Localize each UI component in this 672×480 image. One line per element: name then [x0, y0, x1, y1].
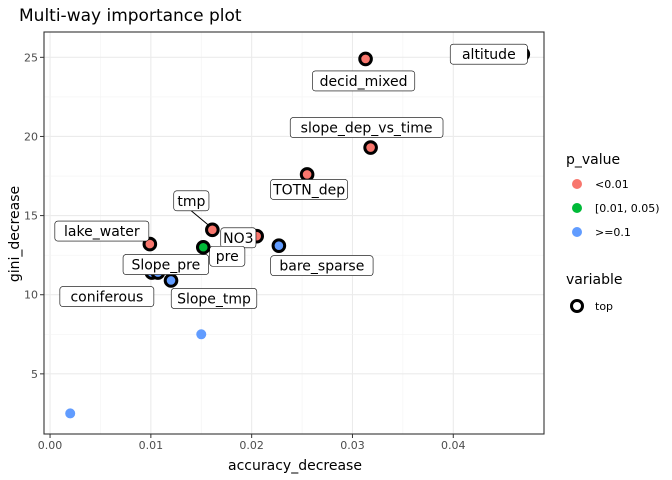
label-box	[270, 179, 349, 200]
label-text: slope_dep_vs_time	[301, 121, 433, 137]
point-label: slope_dep_vs_time	[289, 117, 444, 138]
label-box	[449, 43, 528, 65]
x-tick-label: 0.01	[139, 439, 164, 452]
label-box	[289, 117, 444, 138]
label-text: lake_water	[64, 224, 140, 240]
legend-label: [0.01, 0.05)	[595, 202, 660, 215]
grid-lines	[44, 32, 544, 434]
y-tick-label: 15	[24, 210, 38, 223]
data-point-top	[363, 140, 378, 155]
label-box	[312, 70, 416, 92]
y-tick-label: 25	[24, 51, 38, 64]
x-tick-label: 0.00	[38, 439, 63, 452]
data-point	[65, 408, 76, 419]
data-point-top	[299, 167, 315, 182]
label-box	[122, 254, 209, 275]
legend-label: >=0.1	[595, 226, 631, 239]
label-box	[173, 190, 210, 212]
legend-label: <0.01	[595, 178, 629, 191]
point-label: bare_sparse	[270, 255, 374, 276]
point-label: tmp	[173, 190, 210, 227]
legend-key-top	[570, 299, 584, 313]
label-box	[59, 286, 155, 307]
point-label: pre	[209, 245, 246, 267]
label-box	[270, 255, 374, 276]
point-label: TOTN_dep	[270, 179, 349, 200]
legend-key	[572, 179, 582, 189]
label-text: Slope_pre	[131, 258, 200, 274]
label-box	[209, 245, 246, 267]
x-tick-label: 0.04	[441, 439, 466, 452]
legend-key	[572, 203, 582, 213]
legend-title-p-value: p_value	[566, 152, 620, 168]
chart-title: Multi-way importance plot	[19, 6, 242, 26]
legend-label: top	[595, 300, 613, 313]
point-label: NO3	[220, 227, 257, 249]
panel-border	[43, 31, 545, 435]
data-point	[196, 329, 207, 340]
data-point-top	[358, 51, 373, 67]
data-point-top	[195, 239, 211, 255]
point-label: altitude	[449, 43, 528, 65]
x-axis-label: accuracy_decrease	[228, 458, 362, 474]
label-text: coniferous	[70, 290, 143, 306]
legend: p_value <0.01 [0.01, 0.05) >=0.1 variable top	[566, 152, 660, 313]
legend-key	[572, 227, 582, 237]
data-point-top	[163, 273, 179, 288]
y-tick-label: 10	[24, 289, 38, 302]
point-label: Slope_pre	[122, 254, 209, 275]
label-box	[170, 288, 258, 309]
point-label: lake_water	[54, 220, 150, 242]
label-connector	[191, 210, 210, 227]
label-text: altitude	[462, 47, 516, 63]
label-text: bare_sparse	[279, 259, 364, 275]
label-text: pre	[216, 249, 239, 265]
legend-title-variable: variable	[566, 272, 622, 288]
label-text: NO3	[223, 231, 253, 247]
data-point-top	[271, 238, 287, 253]
axes: 0.00 0.01 0.02 0.03 0.04 5 10 15 20 25	[24, 31, 545, 452]
point-labels: altitude decid_mixed slope_dep_vs_time TOTN…	[54, 43, 528, 309]
point-label: coniferous	[59, 286, 155, 307]
y-axis-label: gini_decrease	[7, 186, 23, 282]
data-point-top	[205, 222, 220, 238]
label-text: decid_mixed	[320, 74, 408, 90]
label-text: tmp	[177, 194, 205, 210]
label-text: Slope_tmp	[177, 291, 251, 307]
x-tick-label: 0.03	[340, 439, 365, 452]
label-text: TOTN_dep	[272, 182, 345, 198]
y-tick-label: 5	[31, 368, 38, 381]
label-box	[54, 220, 150, 242]
x-tick-label: 0.02	[239, 439, 264, 452]
y-tick-label: 20	[24, 130, 38, 143]
point-label: decid_mixed	[312, 70, 416, 92]
point-label: Slope_tmp	[170, 288, 258, 309]
